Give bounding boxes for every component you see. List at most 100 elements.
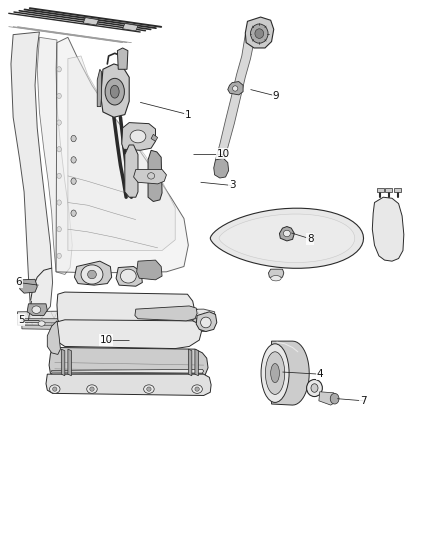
- Polygon shape: [372, 197, 404, 261]
- Polygon shape: [195, 349, 198, 376]
- Polygon shape: [20, 279, 37, 293]
- Ellipse shape: [307, 379, 322, 397]
- Polygon shape: [214, 158, 229, 178]
- Polygon shape: [49, 346, 208, 378]
- Ellipse shape: [53, 387, 57, 391]
- Ellipse shape: [192, 385, 202, 393]
- Text: 9: 9: [272, 91, 279, 101]
- Polygon shape: [27, 304, 47, 316]
- Polygon shape: [123, 23, 138, 31]
- Ellipse shape: [32, 306, 41, 313]
- Polygon shape: [134, 169, 166, 184]
- Polygon shape: [56, 37, 188, 273]
- Ellipse shape: [71, 135, 76, 142]
- Ellipse shape: [141, 321, 148, 326]
- Ellipse shape: [38, 321, 45, 326]
- Ellipse shape: [57, 147, 61, 152]
- Ellipse shape: [57, 227, 61, 232]
- Text: 10: 10: [217, 149, 230, 158]
- Polygon shape: [37, 37, 72, 274]
- Ellipse shape: [57, 93, 61, 99]
- Polygon shape: [122, 123, 155, 150]
- Polygon shape: [52, 369, 204, 373]
- Polygon shape: [279, 227, 294, 241]
- Polygon shape: [137, 260, 162, 280]
- Polygon shape: [68, 349, 71, 376]
- Text: 5: 5: [18, 315, 25, 325]
- Ellipse shape: [110, 85, 119, 98]
- Polygon shape: [116, 266, 142, 286]
- Ellipse shape: [271, 364, 279, 383]
- Ellipse shape: [71, 157, 76, 163]
- Polygon shape: [52, 373, 204, 377]
- Text: 10: 10: [99, 335, 113, 345]
- Polygon shape: [219, 214, 355, 262]
- Ellipse shape: [283, 230, 290, 237]
- Polygon shape: [245, 17, 274, 48]
- Text: 7: 7: [360, 396, 367, 406]
- Ellipse shape: [57, 120, 61, 125]
- Ellipse shape: [198, 321, 205, 326]
- Text: 8: 8: [307, 234, 314, 244]
- Ellipse shape: [87, 385, 97, 393]
- Polygon shape: [272, 341, 309, 405]
- Ellipse shape: [81, 265, 103, 284]
- Polygon shape: [22, 319, 210, 325]
- Ellipse shape: [265, 352, 285, 394]
- Ellipse shape: [57, 173, 61, 179]
- Ellipse shape: [90, 387, 94, 391]
- Ellipse shape: [120, 269, 136, 283]
- Polygon shape: [125, 145, 138, 197]
- Polygon shape: [377, 188, 384, 192]
- Ellipse shape: [69, 321, 76, 326]
- Text: 3: 3: [229, 181, 236, 190]
- Polygon shape: [394, 188, 401, 192]
- Ellipse shape: [271, 276, 281, 281]
- Polygon shape: [196, 312, 217, 332]
- Ellipse shape: [71, 178, 76, 184]
- Ellipse shape: [106, 321, 113, 326]
- Ellipse shape: [233, 86, 238, 91]
- Polygon shape: [56, 320, 201, 349]
- Ellipse shape: [178, 321, 185, 326]
- Text: 1: 1: [185, 110, 192, 119]
- Ellipse shape: [144, 385, 154, 393]
- Ellipse shape: [330, 393, 339, 404]
- Polygon shape: [83, 18, 99, 25]
- Ellipse shape: [251, 24, 268, 43]
- Ellipse shape: [130, 130, 146, 143]
- Polygon shape: [74, 261, 112, 285]
- Ellipse shape: [255, 29, 264, 38]
- Ellipse shape: [148, 173, 155, 179]
- Polygon shape: [268, 269, 284, 278]
- Polygon shape: [148, 150, 162, 201]
- Ellipse shape: [105, 78, 124, 105]
- Ellipse shape: [261, 344, 289, 402]
- Polygon shape: [46, 374, 211, 395]
- Polygon shape: [135, 306, 197, 321]
- Polygon shape: [68, 56, 175, 251]
- Polygon shape: [151, 134, 158, 141]
- Polygon shape: [22, 325, 210, 332]
- Ellipse shape: [311, 384, 318, 392]
- Polygon shape: [101, 64, 129, 117]
- Polygon shape: [210, 208, 364, 268]
- Text: 6: 6: [15, 278, 22, 287]
- Ellipse shape: [57, 253, 61, 259]
- Ellipse shape: [147, 387, 151, 391]
- Polygon shape: [117, 48, 128, 69]
- Polygon shape: [11, 32, 53, 314]
- Ellipse shape: [201, 317, 211, 328]
- Ellipse shape: [57, 200, 61, 205]
- Polygon shape: [188, 349, 192, 376]
- Ellipse shape: [57, 67, 61, 72]
- Polygon shape: [215, 35, 255, 164]
- Polygon shape: [57, 292, 195, 329]
- Ellipse shape: [71, 210, 76, 216]
- Polygon shape: [385, 188, 392, 192]
- Polygon shape: [18, 309, 215, 328]
- Text: 4: 4: [316, 369, 323, 379]
- Polygon shape: [228, 82, 243, 95]
- Polygon shape: [97, 69, 102, 107]
- Ellipse shape: [195, 387, 199, 391]
